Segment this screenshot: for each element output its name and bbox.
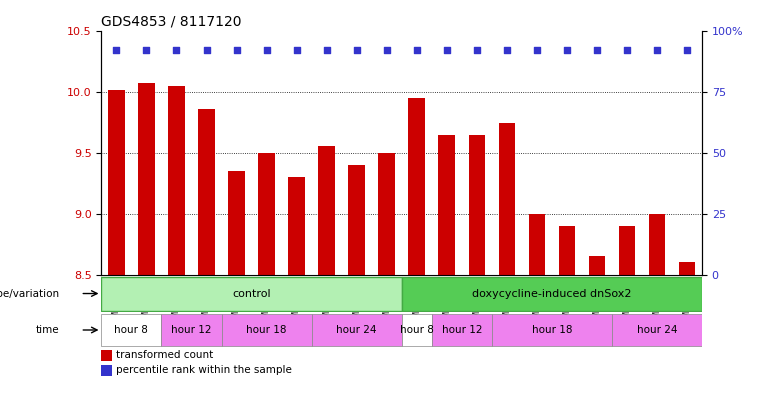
- Text: doxycycline-induced dnSox2: doxycycline-induced dnSox2: [472, 288, 632, 299]
- Text: hour 12: hour 12: [441, 325, 482, 335]
- Text: hour 24: hour 24: [636, 325, 677, 335]
- Point: [561, 46, 573, 53]
- Bar: [498, 123, 515, 275]
- Bar: [101, 277, 402, 310]
- Bar: [679, 263, 695, 275]
- Text: GDS4853 / 8117120: GDS4853 / 8117120: [101, 15, 242, 29]
- Bar: [312, 314, 402, 346]
- Bar: [258, 153, 275, 275]
- Text: hour 12: hour 12: [172, 325, 211, 335]
- Bar: [289, 177, 305, 275]
- Point: [470, 46, 483, 53]
- Text: transformed count: transformed count: [116, 350, 214, 360]
- Bar: [318, 146, 335, 275]
- Text: hour 18: hour 18: [532, 325, 572, 335]
- Point: [110, 46, 122, 53]
- Point: [410, 46, 423, 53]
- Bar: [101, 314, 161, 346]
- Text: percentile rank within the sample: percentile rank within the sample: [116, 365, 292, 375]
- Point: [230, 46, 243, 53]
- Bar: [619, 226, 635, 275]
- Bar: [108, 90, 125, 275]
- Text: genotype/variation: genotype/variation: [0, 288, 59, 299]
- Point: [381, 46, 393, 53]
- Point: [350, 46, 363, 53]
- Bar: [589, 256, 605, 275]
- Bar: [349, 165, 365, 275]
- Text: hour 8: hour 8: [115, 325, 148, 335]
- Bar: [138, 83, 154, 275]
- Bar: [229, 171, 245, 275]
- Bar: [222, 314, 312, 346]
- Bar: [529, 214, 545, 275]
- Bar: [402, 277, 702, 310]
- Bar: [432, 314, 492, 346]
- Bar: [168, 86, 185, 275]
- Bar: [438, 135, 455, 275]
- Point: [621, 46, 633, 53]
- Point: [501, 46, 513, 53]
- Bar: [409, 98, 425, 275]
- Bar: [612, 314, 702, 346]
- Text: hour 8: hour 8: [400, 325, 434, 335]
- Point: [530, 46, 543, 53]
- Point: [590, 46, 603, 53]
- Bar: [101, 350, 112, 361]
- Text: hour 18: hour 18: [246, 325, 287, 335]
- Point: [170, 46, 183, 53]
- Bar: [198, 109, 215, 275]
- Point: [261, 46, 273, 53]
- Point: [441, 46, 453, 53]
- Text: control: control: [232, 288, 271, 299]
- Bar: [649, 214, 665, 275]
- Bar: [492, 314, 612, 346]
- Bar: [402, 314, 432, 346]
- Point: [321, 46, 333, 53]
- Bar: [469, 135, 485, 275]
- Point: [140, 46, 153, 53]
- Bar: [378, 153, 395, 275]
- Point: [200, 46, 213, 53]
- Bar: [101, 364, 112, 376]
- Text: hour 24: hour 24: [336, 325, 377, 335]
- Text: time: time: [36, 325, 59, 335]
- Point: [681, 46, 693, 53]
- Bar: [161, 314, 222, 346]
- Point: [290, 46, 303, 53]
- Bar: [558, 226, 575, 275]
- Point: [651, 46, 663, 53]
